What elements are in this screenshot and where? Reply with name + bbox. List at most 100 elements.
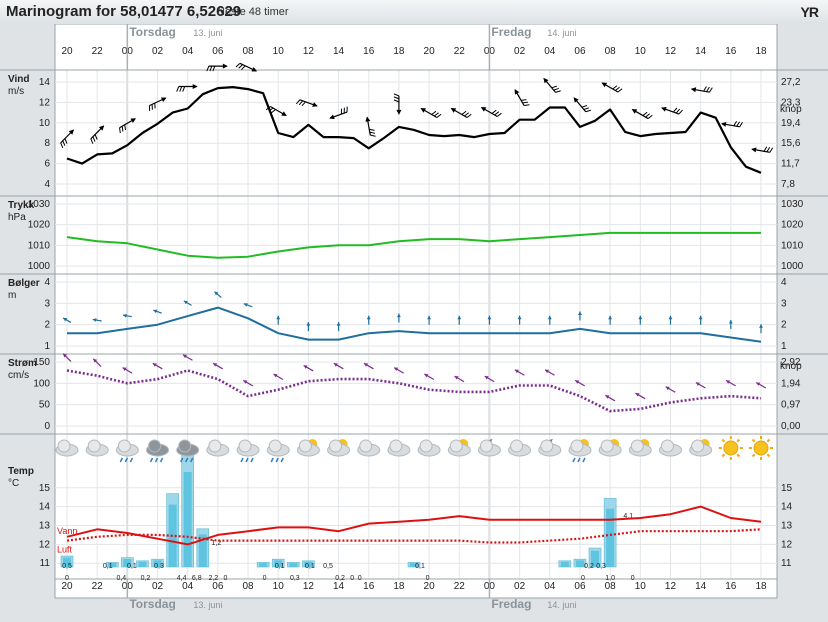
y-tick-right: 1010	[781, 240, 804, 251]
hour-label-top: 04	[182, 46, 194, 57]
wave-direction-arrow	[396, 313, 401, 323]
wave-direction-arrow	[153, 309, 162, 314]
wind-barb	[601, 82, 623, 93]
y-tick-right: 1030	[781, 199, 804, 210]
precipitation-label: 0	[263, 575, 267, 582]
y-tick-right: 14	[781, 502, 793, 513]
current-direction-arrow	[695, 381, 706, 389]
y-tick-left: 1020	[28, 220, 51, 231]
y-tick-right: 23,3	[781, 97, 801, 108]
current-direction-arrow	[122, 367, 133, 374]
panel-unit: m/s	[8, 86, 24, 97]
wind-barb	[393, 93, 402, 115]
precipitation-bar-core	[259, 563, 268, 567]
current-direction-arrow	[333, 362, 344, 370]
hour-label-bottom: 06	[212, 581, 224, 592]
y-tick-right: 1020	[781, 220, 804, 231]
precipitation-label: 0	[65, 575, 69, 582]
precipitation-label: 0,3	[596, 563, 606, 570]
y-tick-right: 0,00	[781, 421, 801, 432]
precipitation-label: 0,1	[275, 563, 285, 570]
cloud-rain-sun-icon	[568, 439, 592, 463]
wind-barb	[90, 125, 105, 144]
precipitation-bar-core	[108, 563, 117, 567]
wave-direction-arrow	[517, 315, 522, 325]
hour-label-top: 22	[92, 46, 104, 57]
current-direction-arrow	[424, 373, 435, 381]
y-tick-right: 4	[781, 277, 787, 288]
y-tick-left: 11	[40, 558, 51, 569]
precipitation-bar-core	[591, 550, 600, 567]
y-tick-right: 2,92	[781, 357, 801, 368]
wave-direction-arrow	[243, 303, 253, 308]
header-bar: Marinogram for 58,01477 6,52629 Neste 48…	[0, 0, 828, 25]
hour-label-bottom: 10	[635, 581, 647, 592]
wind-barb	[450, 108, 472, 119]
current-direction-arrow	[363, 362, 374, 370]
precipitation-label: 0,1	[415, 563, 425, 570]
y-tick-left: 1000	[28, 261, 51, 272]
cloud-icon	[357, 439, 381, 457]
precipitation-bar-core	[410, 563, 418, 567]
wind-barb	[206, 63, 228, 72]
precipitation-bar-core	[289, 563, 298, 567]
current-direction-arrow	[725, 379, 736, 387]
wind-barb	[631, 109, 653, 120]
wave-direction-arrow	[306, 322, 311, 332]
wind-barb	[514, 89, 530, 107]
wind-barb	[329, 106, 348, 120]
precipitation-bar-core	[606, 508, 615, 567]
y-tick-left: 12	[39, 539, 51, 550]
precipitation-bar-core	[560, 561, 569, 567]
y-tick-left: 0	[44, 421, 50, 432]
wave-direction-arrow	[366, 315, 371, 325]
y-tick-left: 150	[33, 357, 50, 368]
hour-label-bottom: 18	[393, 581, 405, 592]
wind-barb	[661, 106, 683, 115]
y-tick-right: 11	[781, 558, 792, 569]
hour-label-top: 08	[605, 46, 617, 57]
wave-direction-arrow	[122, 313, 132, 318]
hour-label-bottom: 02	[152, 581, 164, 592]
hour-label-top: 06	[574, 46, 586, 57]
sun-cloud-icon	[296, 439, 320, 457]
wind-barb	[60, 129, 75, 149]
page-subtitle: Neste 48 timer	[217, 6, 289, 18]
wave-direction-arrow	[728, 319, 733, 329]
current-direction-arrow	[92, 358, 102, 367]
hour-label-top: 02	[152, 46, 164, 57]
hour-label-bottom: 20	[61, 581, 73, 592]
y-tick-left: 13	[39, 521, 51, 532]
wind-barb	[573, 97, 592, 113]
precipitation-label: 0,4	[116, 575, 126, 582]
precipitation-label: 0,1	[127, 563, 137, 570]
panel-unit-right: knop	[780, 104, 802, 115]
precipitation-bar-core	[274, 560, 283, 567]
precipitation-label: 0,2	[584, 563, 594, 570]
moon-cloud-icon	[477, 438, 501, 457]
y-tick-left: 14	[39, 77, 51, 88]
cloud-icon	[658, 439, 682, 457]
precipitation-label: 0	[426, 575, 430, 582]
pressure-line	[66, 231, 761, 259]
y-tick-right: 3	[781, 298, 787, 309]
current-direction-arrow	[484, 375, 495, 383]
current-direction-arrow	[574, 379, 586, 387]
cloud-icon	[387, 439, 411, 457]
wave-direction-arrow	[759, 324, 763, 334]
cloud-icon	[206, 439, 230, 457]
panel-title: Bølger	[8, 278, 40, 289]
current-speed-line	[66, 369, 762, 413]
wind-barb	[720, 120, 743, 128]
current-direction-arrow	[514, 369, 525, 376]
yr-logo[interactable]: YR	[800, 4, 819, 20]
wave-direction-arrow	[457, 315, 462, 325]
current-direction-arrow	[665, 386, 676, 393]
hour-label-bottom: 06	[574, 581, 586, 592]
moon-cloud-icon	[538, 438, 562, 457]
y-tick-left: 6	[44, 159, 50, 170]
precipitation-label: 1,2	[211, 540, 221, 547]
precipitation-bar-core	[304, 561, 313, 567]
current-direction-arrow	[152, 362, 163, 370]
day-date-top: 13. juni	[193, 28, 222, 38]
